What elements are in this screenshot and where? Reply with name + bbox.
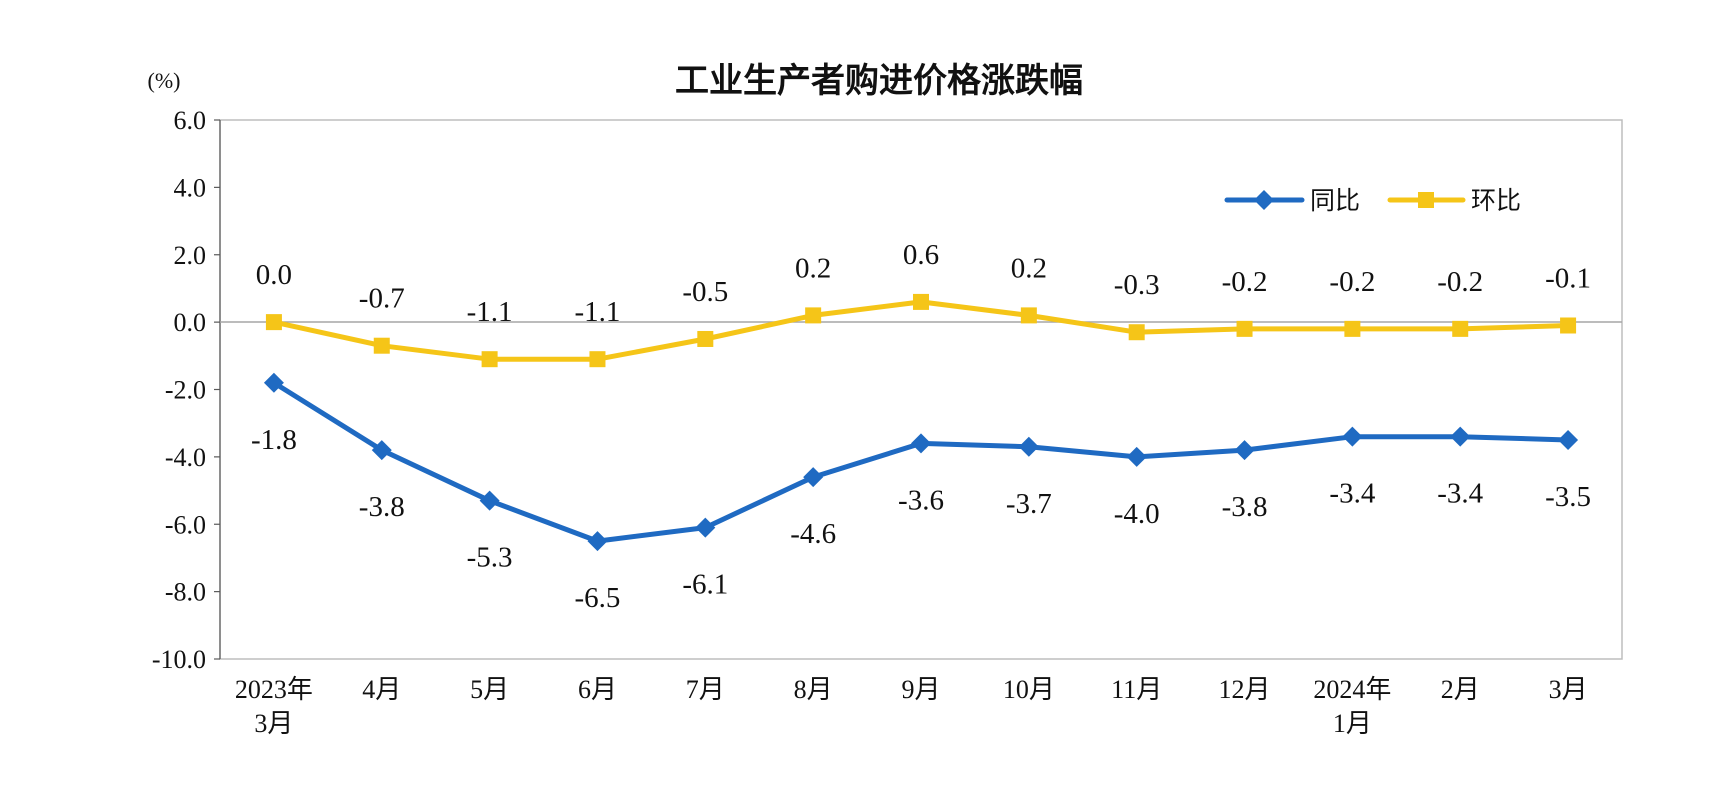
data-label-mom: -0.2: [1437, 266, 1483, 298]
y-tick-label: 0.0: [174, 308, 207, 337]
legend-label-yoy: 同比: [1310, 186, 1360, 215]
x-tick-label: 2月: [1441, 675, 1480, 704]
x-tick-label: 2023年: [235, 675, 313, 704]
y-tick-label: 6.0: [174, 106, 207, 135]
legend-item-yoy: 同比: [1224, 186, 1360, 215]
y-axis-ticks: 6.0 4.0 2.0 0.0 -2.0 -4.0 -6.0 -8.0 -10.0: [152, 106, 220, 674]
data-label-mom: -0.7: [359, 283, 405, 315]
x-tick-label: 3月: [1549, 675, 1588, 704]
data-point-mom: [1560, 317, 1577, 334]
data-label-mom: -0.5: [682, 276, 728, 308]
legend-label-mom: 环比: [1471, 186, 1521, 215]
data-label-mom: -0.2: [1222, 266, 1268, 298]
x-tick-label: 4月: [362, 675, 401, 704]
y-tick-label: -2.0: [165, 376, 206, 405]
x-tick-label: 8月: [794, 675, 833, 704]
data-label-mom: 0.2: [1011, 252, 1047, 284]
chart-title: 工业生产者购进价格涨跌幅: [675, 61, 1083, 101]
data-label-mom: 0.6: [903, 239, 939, 271]
legend: 同比 环比: [1224, 186, 1521, 215]
data-point-mom: [589, 351, 606, 368]
data-label-yoy: -3.4: [1437, 478, 1483, 510]
data-point-yoy: [263, 372, 284, 393]
data-point-yoy: [911, 433, 931, 454]
data-point-mom: [265, 314, 282, 331]
data-label-mom: -0.1: [1545, 262, 1591, 294]
x-tick-label: 11月: [1111, 675, 1162, 704]
y-axis-unit: (%): [148, 68, 181, 93]
data-label-mom: 0.0: [256, 259, 292, 291]
data-label-yoy: -6.5: [575, 582, 621, 614]
data-label-mom: -0.2: [1329, 266, 1375, 298]
data-point-mom: [481, 351, 498, 368]
y-tick-label: -6.0: [165, 510, 206, 539]
data-label-yoy: -4.0: [1114, 498, 1160, 530]
series-layer: [263, 293, 1579, 552]
data-label-mom: -1.1: [467, 296, 513, 328]
legend-marker-yoy: [1254, 190, 1274, 210]
x-tick-label: 7月: [686, 675, 725, 704]
y-tick-label: -8.0: [165, 578, 206, 607]
data-label-yoy: -6.1: [682, 569, 728, 601]
data-label-yoy: -5.3: [467, 542, 513, 574]
data-label-yoy: -3.6: [898, 484, 944, 516]
data-point-mom: [1236, 320, 1253, 337]
x-tick-label: 12月: [1219, 675, 1271, 704]
data-point-mom: [805, 307, 822, 324]
data-point-yoy: [587, 531, 608, 552]
x-tick-label: 9月: [901, 675, 940, 704]
x-tick-label: 1月: [1333, 709, 1372, 738]
data-point-mom: [1128, 324, 1145, 341]
data-point-mom: [913, 293, 929, 310]
x-tick-label: 2024年: [1313, 675, 1391, 704]
data-label-yoy: -1.8: [251, 424, 297, 456]
x-tick-label: 3月: [254, 709, 293, 738]
data-label-mom: -0.3: [1114, 269, 1160, 301]
data-label-yoy: -3.4: [1329, 478, 1375, 510]
data-point-yoy: [695, 517, 716, 538]
data-point-mom: [1020, 307, 1037, 324]
x-tick-label: 10月: [1003, 675, 1055, 704]
data-label-yoy: -3.5: [1545, 481, 1591, 513]
y-tick-label: 4.0: [174, 173, 207, 202]
data-point-yoy: [1558, 430, 1579, 451]
x-tick-label: 6月: [578, 675, 617, 704]
data-point-mom: [697, 330, 714, 347]
data-point-yoy: [1450, 426, 1471, 447]
data-label-yoy: -3.7: [1006, 488, 1052, 520]
line-chart: 工业生产者购进价格涨跌幅 (%) 6.0 4.0 2.0 0.0 -2.0 -4.0 -6.…: [148, 61, 1623, 738]
data-point-yoy: [1126, 446, 1147, 467]
data-label-mom: -1.1: [575, 296, 621, 328]
data-point-mom: [1452, 320, 1469, 337]
legend-marker-mom: [1418, 192, 1434, 208]
data-point-mom: [1344, 320, 1361, 337]
y-tick-label: -4.0: [165, 443, 206, 472]
series-line-yoy: [271, 380, 1571, 544]
data-point-yoy: [1018, 436, 1039, 457]
legend-item-mom: 环比: [1387, 186, 1521, 215]
data-label-yoy: -3.8: [359, 491, 405, 523]
data-point-yoy: [479, 490, 500, 511]
y-tick-label: -10.0: [152, 645, 206, 674]
data-label-yoy: -4.6: [790, 518, 836, 550]
data-label-layer: -1.8 -3.8 -5.3 -6.5 -6.1 -4.6 -3.6 -3.7 -4.0 -3.8…: [251, 239, 1591, 614]
data-point-yoy: [1342, 426, 1363, 447]
data-point-yoy: [803, 467, 824, 488]
x-tick-label: 5月: [470, 675, 509, 704]
y-tick-label: 2.0: [174, 241, 207, 270]
x-axis-ticks: 2023年 3月 4月 5月 6月 7月 8月 9月 10月 11月 12月 2024年 1月 2月 3月: [235, 675, 1588, 738]
data-label-mom: 0.2: [795, 252, 831, 284]
data-label-yoy: -3.8: [1222, 491, 1268, 523]
data-point-mom: [373, 337, 390, 354]
data-point-yoy: [1234, 440, 1255, 461]
data-point-yoy: [371, 440, 392, 461]
